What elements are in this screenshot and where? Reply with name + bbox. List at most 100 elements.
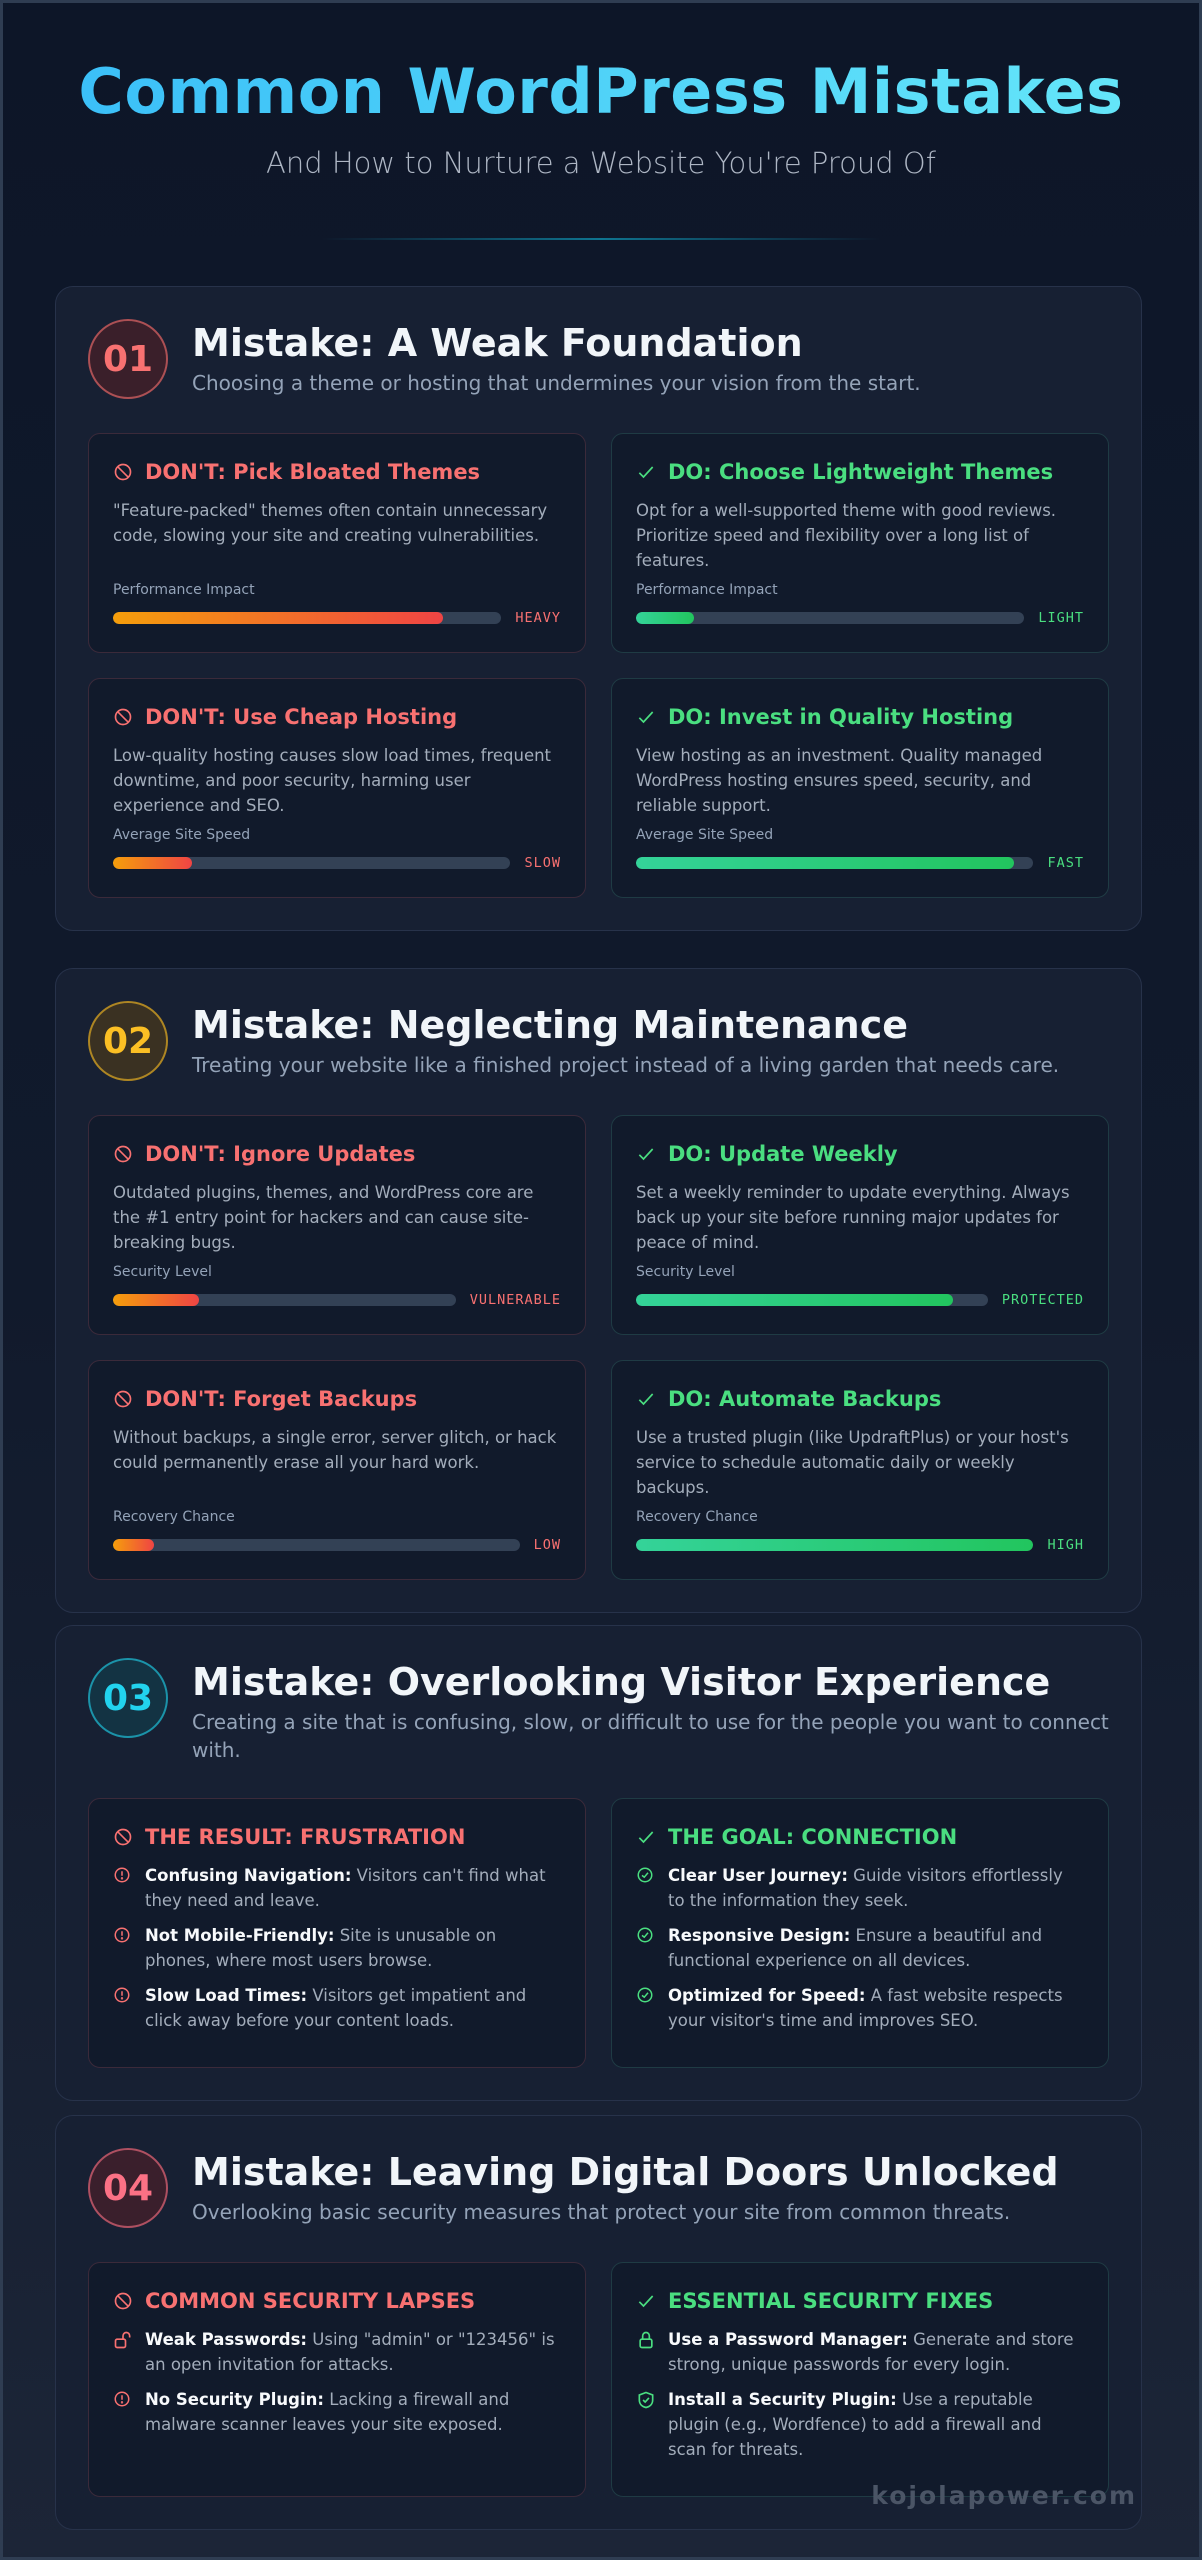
- meter-fill: [636, 1539, 1034, 1551]
- prohibited-icon: [113, 1144, 133, 1164]
- shield-check-icon: [636, 2390, 656, 2462]
- prohibited-icon: [113, 1827, 133, 1847]
- card-title-text: DO: Invest in Quality Hosting: [668, 705, 1014, 729]
- check-icon: [636, 1389, 656, 1409]
- section-number-badge: 01: [88, 319, 168, 399]
- list-item: Clear User Journey: Guide visitors effor…: [636, 1863, 1084, 1913]
- section-title: Mistake: Neglecting Maintenance: [192, 1003, 909, 1047]
- card-description: Set a weekly reminder to update everythi…: [636, 1183, 1070, 1252]
- list-item: Responsive Design: Ensure a beautiful an…: [636, 1923, 1084, 1973]
- meter-value: PROTECTED: [1001, 1292, 1084, 1308]
- dont-card: THE RESULT: FRUSTRATION Confusing Navigat…: [88, 1798, 586, 2068]
- meter-value: VULNERABLE: [469, 1292, 561, 1308]
- card-grid: COMMON SECURITY LAPSES Weak Passwords: Us…: [88, 2262, 1109, 2497]
- section-subtitle: Overlooking basic security measures that…: [192, 2200, 1011, 2224]
- meter-label: Performance Impact: [113, 582, 255, 598]
- meter: Recovery Chance HIGH: [636, 1509, 1084, 1553]
- section-header: 03 Mistake: Overlooking Visitor Experien…: [88, 1658, 1109, 1764]
- meter-track: [636, 1294, 988, 1306]
- dont-card: DON'T: Forget Backups Without backups, a …: [88, 1360, 586, 1580]
- do-card: DO: Automate Backups Use a trusted plugin…: [611, 1360, 1109, 1580]
- card-title: DO: Automate Backups: [636, 1387, 1084, 1411]
- section-01: 01 Mistake: A Weak Foundation Choosing a…: [55, 286, 1142, 931]
- card-title-text: THE RESULT: FRUSTRATION: [145, 1825, 466, 1849]
- list-item-text: Ensure a beautiful and functional experi…: [668, 1926, 1043, 1970]
- list-item-text: Using "admin" or "123456" is an open inv…: [145, 2330, 555, 2374]
- meter-value: HIGH: [1047, 1537, 1084, 1553]
- card-title: DO: Choose Lightweight Themes: [636, 460, 1084, 484]
- prohibited-icon: [113, 707, 133, 727]
- meter-fill: [636, 612, 695, 624]
- meter-track: [636, 857, 1034, 869]
- meter: Security Level PROTECTED: [636, 1264, 1084, 1308]
- card-title-text: ESSENTIAL SECURITY FIXES: [668, 2289, 994, 2313]
- card-description: View hosting as an investment. Quality m…: [636, 746, 1043, 815]
- card-title-text: DON'T: Ignore Updates: [145, 1142, 416, 1166]
- meter: Performance Impact LIGHT: [636, 582, 1084, 626]
- card-title: DON'T: Ignore Updates: [113, 1142, 561, 1166]
- meter-label: Performance Impact: [636, 582, 778, 598]
- alert-circle-icon: [113, 2390, 133, 2437]
- meter-value: FAST: [1047, 855, 1084, 871]
- list-item-text: Visitors can't find what they need and l…: [145, 1866, 546, 1910]
- meter: Average Site Speed FAST: [636, 827, 1084, 871]
- list-item-text: Generate and store strong, unique passwo…: [668, 2330, 1074, 2374]
- alert-circle-icon: [113, 1926, 133, 1973]
- card-title: DON'T: Forget Backups: [113, 1387, 561, 1411]
- prohibited-icon: [113, 1389, 133, 1409]
- check-icon: [636, 707, 656, 727]
- section-number-badge: 02: [88, 1001, 168, 1081]
- meter-track: [113, 612, 502, 624]
- meter-track: [636, 1539, 1034, 1551]
- card-list: Confusing Navigation: Visitors can't fin…: [113, 1863, 561, 2033]
- dont-card: COMMON SECURITY LAPSES Weak Passwords: Us…: [88, 2262, 586, 2497]
- card-description: Without backups, a single error, server …: [113, 1428, 557, 1472]
- card-title-text: DON'T: Use Cheap Hosting: [145, 705, 458, 729]
- list-item: Use a Password Manager: Generate and sto…: [636, 2327, 1084, 2377]
- check-circle-icon: [636, 1866, 656, 1913]
- card-title-text: DO: Choose Lightweight Themes: [668, 460, 1054, 484]
- card-title: DON'T: Use Cheap Hosting: [113, 705, 561, 729]
- meter-value: LOW: [533, 1537, 561, 1553]
- check-icon: [636, 462, 656, 482]
- section-02: 02 Mistake: Neglecting Maintenance Treat…: [55, 968, 1142, 1613]
- list-item: Weak Passwords: Using "admin" or "123456…: [113, 2327, 561, 2377]
- card-title: THE GOAL: CONNECTION: [636, 1825, 1084, 1849]
- meter-fill: [113, 1539, 154, 1551]
- meter-label: Recovery Chance: [113, 1509, 235, 1525]
- meter: Security Level VULNERABLE: [113, 1264, 561, 1308]
- section-04: 04 Mistake: Leaving Digital Doors Unlock…: [55, 2115, 1142, 2530]
- card-description: Opt for a well-supported theme with good…: [636, 501, 1057, 570]
- do-card: DO: Invest in Quality Hosting View hostin…: [611, 678, 1109, 898]
- page-title: Common WordPress Mistakes: [3, 55, 1199, 128]
- section-title: Mistake: Overlooking Visitor Experience: [192, 1660, 1051, 1704]
- alert-circle-icon: [113, 1866, 133, 1913]
- meter-fill: [636, 1294, 953, 1306]
- section-header: 01 Mistake: A Weak Foundation Choosing a…: [88, 319, 1109, 399]
- card-title-text: DON'T: Forget Backups: [145, 1387, 418, 1411]
- card-title: ESSENTIAL SECURITY FIXES: [636, 2289, 1084, 2313]
- list-item-lead: Use a Password Manager:: [668, 2330, 908, 2349]
- section-title: Mistake: Leaving Digital Doors Unlocked: [192, 2150, 1059, 2194]
- list-item-lead: No Security Plugin:: [145, 2390, 324, 2409]
- card-title: COMMON SECURITY LAPSES: [113, 2289, 561, 2313]
- alert-circle-icon: [113, 1986, 133, 2033]
- meter-track: [113, 1294, 456, 1306]
- section-number-badge: 03: [88, 1658, 168, 1738]
- card-list: Use a Password Manager: Generate and sto…: [636, 2327, 1084, 2462]
- card-list: Weak Passwords: Using "admin" or "123456…: [113, 2327, 561, 2437]
- page-subtitle: And How to Nurture a Website You're Prou…: [266, 146, 936, 180]
- unlock-icon: [113, 2330, 133, 2377]
- card-grid: THE RESULT: FRUSTRATION Confusing Navigat…: [88, 1798, 1109, 2068]
- section-subtitle: Treating your website like a finished pr…: [192, 1053, 1060, 1077]
- card-title-text: COMMON SECURITY LAPSES: [145, 2289, 476, 2313]
- meter-label: Recovery Chance: [636, 1509, 758, 1525]
- meter-fill: [113, 857, 193, 869]
- lock-icon: [636, 2330, 656, 2377]
- list-item: Confusing Navigation: Visitors can't fin…: [113, 1863, 561, 1913]
- dont-card: DON'T: Use Cheap Hosting Low-quality host…: [88, 678, 586, 898]
- list-item-lead: Confusing Navigation:: [145, 1866, 352, 1885]
- prohibited-icon: [113, 2291, 133, 2311]
- list-item-text: Site is unusable on phones, where most u…: [145, 1926, 497, 1970]
- card-description: Outdated plugins, themes, and WordPress …: [113, 1183, 534, 1252]
